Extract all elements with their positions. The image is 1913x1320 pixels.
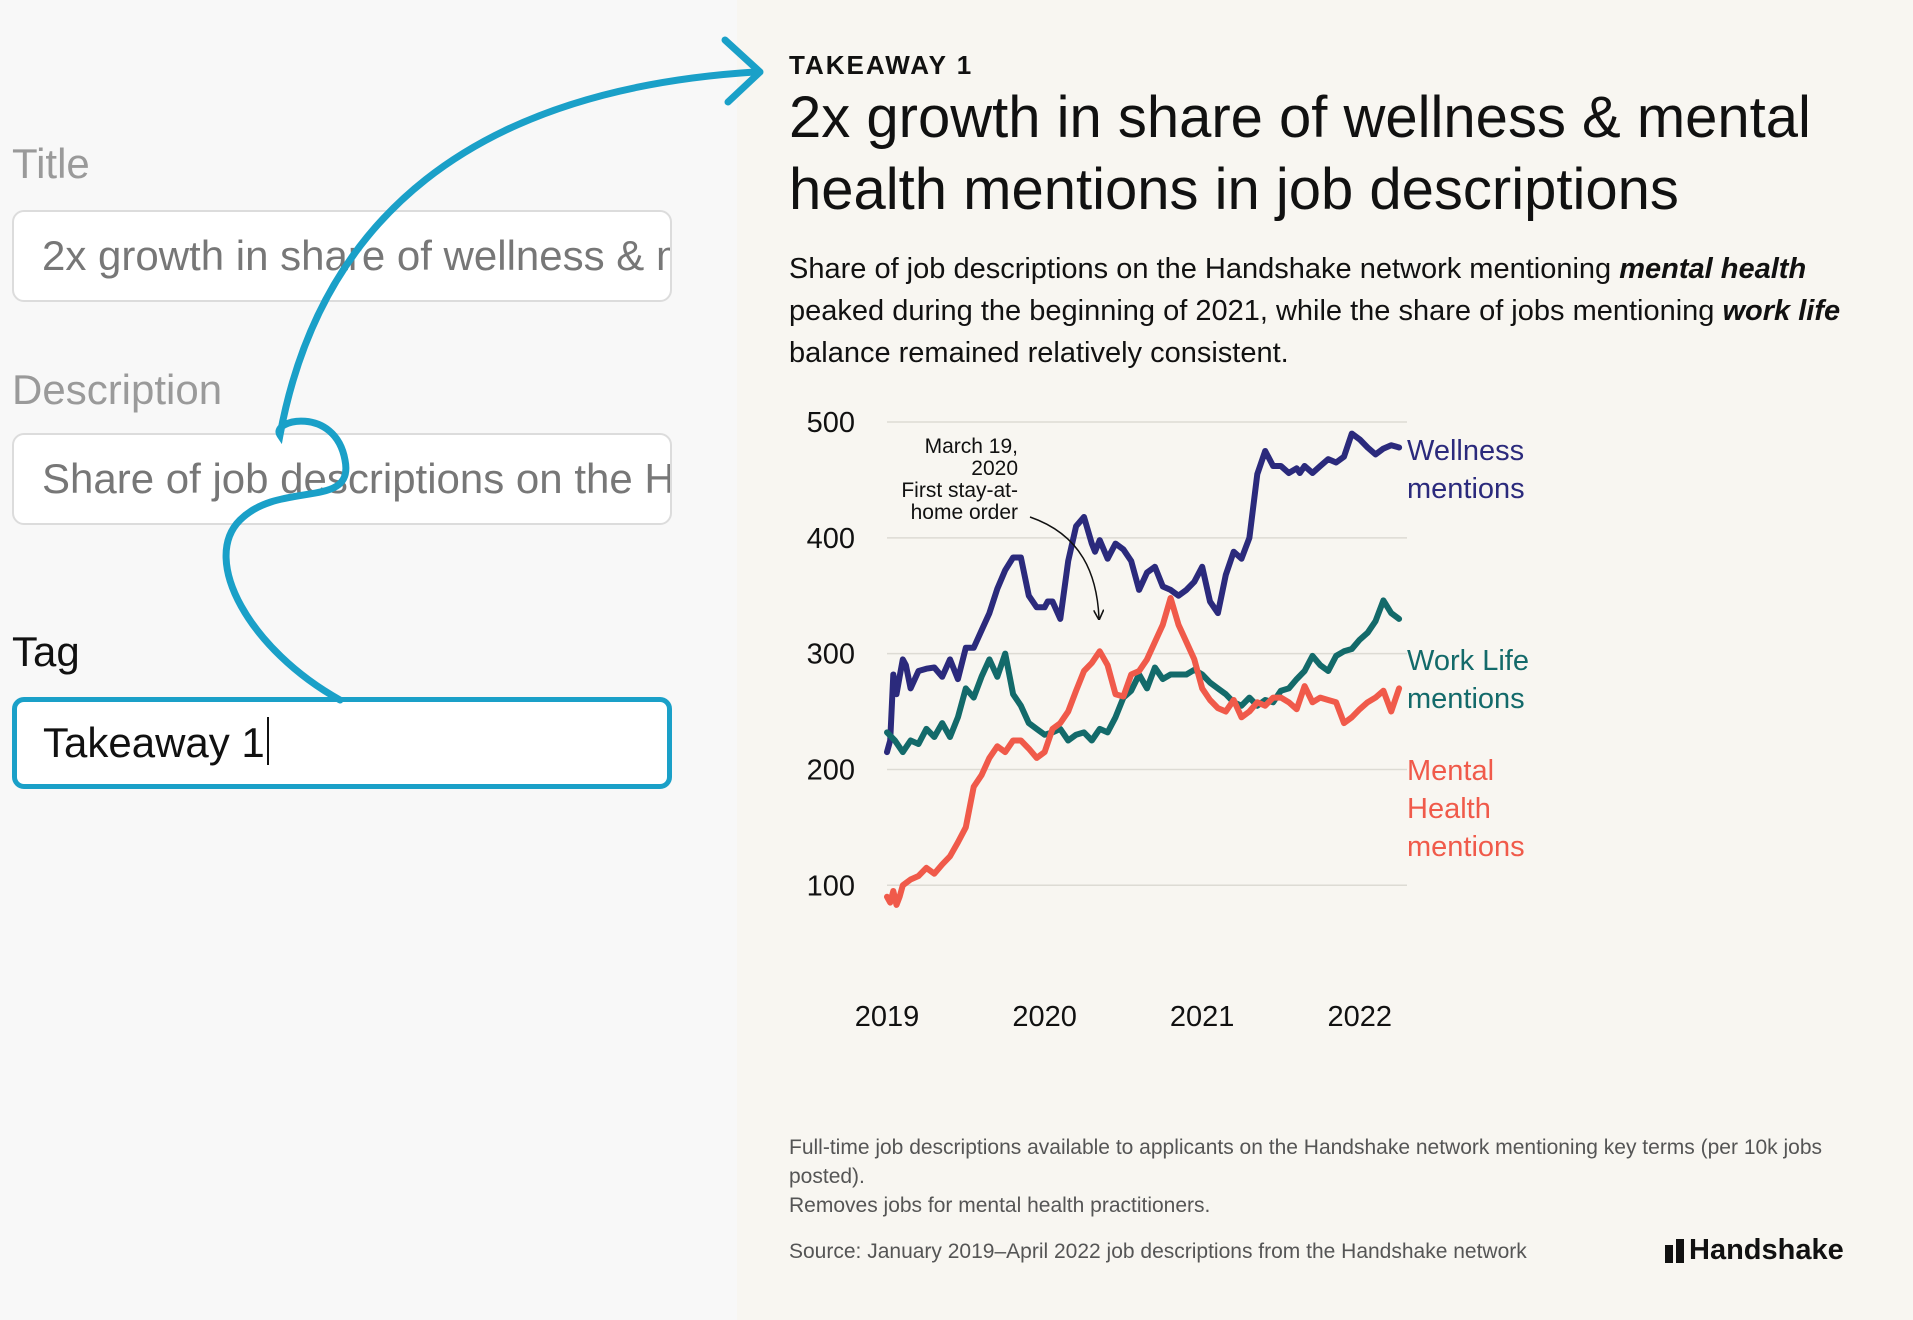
series-line-wellness xyxy=(884,430,1403,756)
legend-label-work-life: Work Life mentions xyxy=(1407,645,1529,715)
text-caret xyxy=(266,717,269,765)
tag-label: Tag xyxy=(12,628,80,675)
subtitle-part-3: balance remained relatively consistent. xyxy=(789,337,1289,369)
brand-name: Handshake xyxy=(1689,1234,1844,1266)
subtitle-emphasis-mental-health: mental health xyxy=(1619,253,1807,285)
annotation-arrow-icon xyxy=(1029,516,1099,618)
title-input[interactable]: 2x growth in share of wellness & mental … xyxy=(12,210,672,302)
source-note: Source: January 2019–April 2022 job desc… xyxy=(789,1240,1527,1263)
chart-headline: 2x growth in share of wellness & mental … xyxy=(789,85,1811,222)
handshake-mark-icon xyxy=(1665,1238,1684,1263)
x-tick-label-2022: 2022 xyxy=(1327,1001,1392,1033)
description-label: Description xyxy=(12,366,223,413)
series-line-work-life xyxy=(884,597,1403,756)
form-panel: Title 2x growth in share of wellness & m… xyxy=(0,0,737,1320)
footnote-exclusion: Removes jobs for mental health practitio… xyxy=(789,1194,1211,1217)
tag-input[interactable]: Takeaway 1 xyxy=(12,697,672,789)
y-tick-label-100: 100 xyxy=(807,870,855,902)
legend-label-wellness: Wellness mentions xyxy=(1407,435,1525,505)
line-chart: 100 200 300 400 500 2019 2020 2021 2022 Wellness m… xyxy=(807,407,1529,1033)
annotation-stay-at-home: March 19, 2020 First stay-at-home order xyxy=(901,435,1018,524)
y-tick-label-300: 300 xyxy=(807,639,855,671)
series-line-mental-health xyxy=(884,595,1403,908)
x-tick-label-2020: 2020 xyxy=(1012,1001,1077,1033)
chart-subtitle: Share of job descriptions on the Handsha… xyxy=(789,248,1869,374)
y-tick-label-200: 200 xyxy=(807,754,855,786)
handshake-logo: Handshake xyxy=(1665,1234,1844,1267)
legend-label-mental-health: Mental Health mentions xyxy=(1407,755,1525,863)
subtitle-part-2: peaked during the beginning of 2021, whi… xyxy=(789,295,1723,327)
takeaway-kicker: TAKEAWAY 1 xyxy=(789,50,974,80)
footnote-methodology: Full-time job descriptions available to … xyxy=(789,1136,1823,1188)
description-input[interactable]: Share of job descriptions on the Handsha… xyxy=(12,433,672,525)
y-tick-label-400: 400 xyxy=(807,523,855,555)
x-tick-label-2019: 2019 xyxy=(855,1001,920,1033)
chart-card: TAKEAWAY 1 2x growth in share of wellnes… xyxy=(737,0,1913,1320)
subtitle-emphasis-work-life: work life xyxy=(1722,295,1841,327)
y-tick-label-500: 500 xyxy=(807,407,855,439)
x-tick-label-2021: 2021 xyxy=(1170,1001,1235,1033)
tag-input-value: Takeaway 1 xyxy=(43,719,265,766)
title-label: Title xyxy=(12,140,90,187)
subtitle-part-1: Share of job descriptions on the Handsha… xyxy=(789,253,1620,285)
